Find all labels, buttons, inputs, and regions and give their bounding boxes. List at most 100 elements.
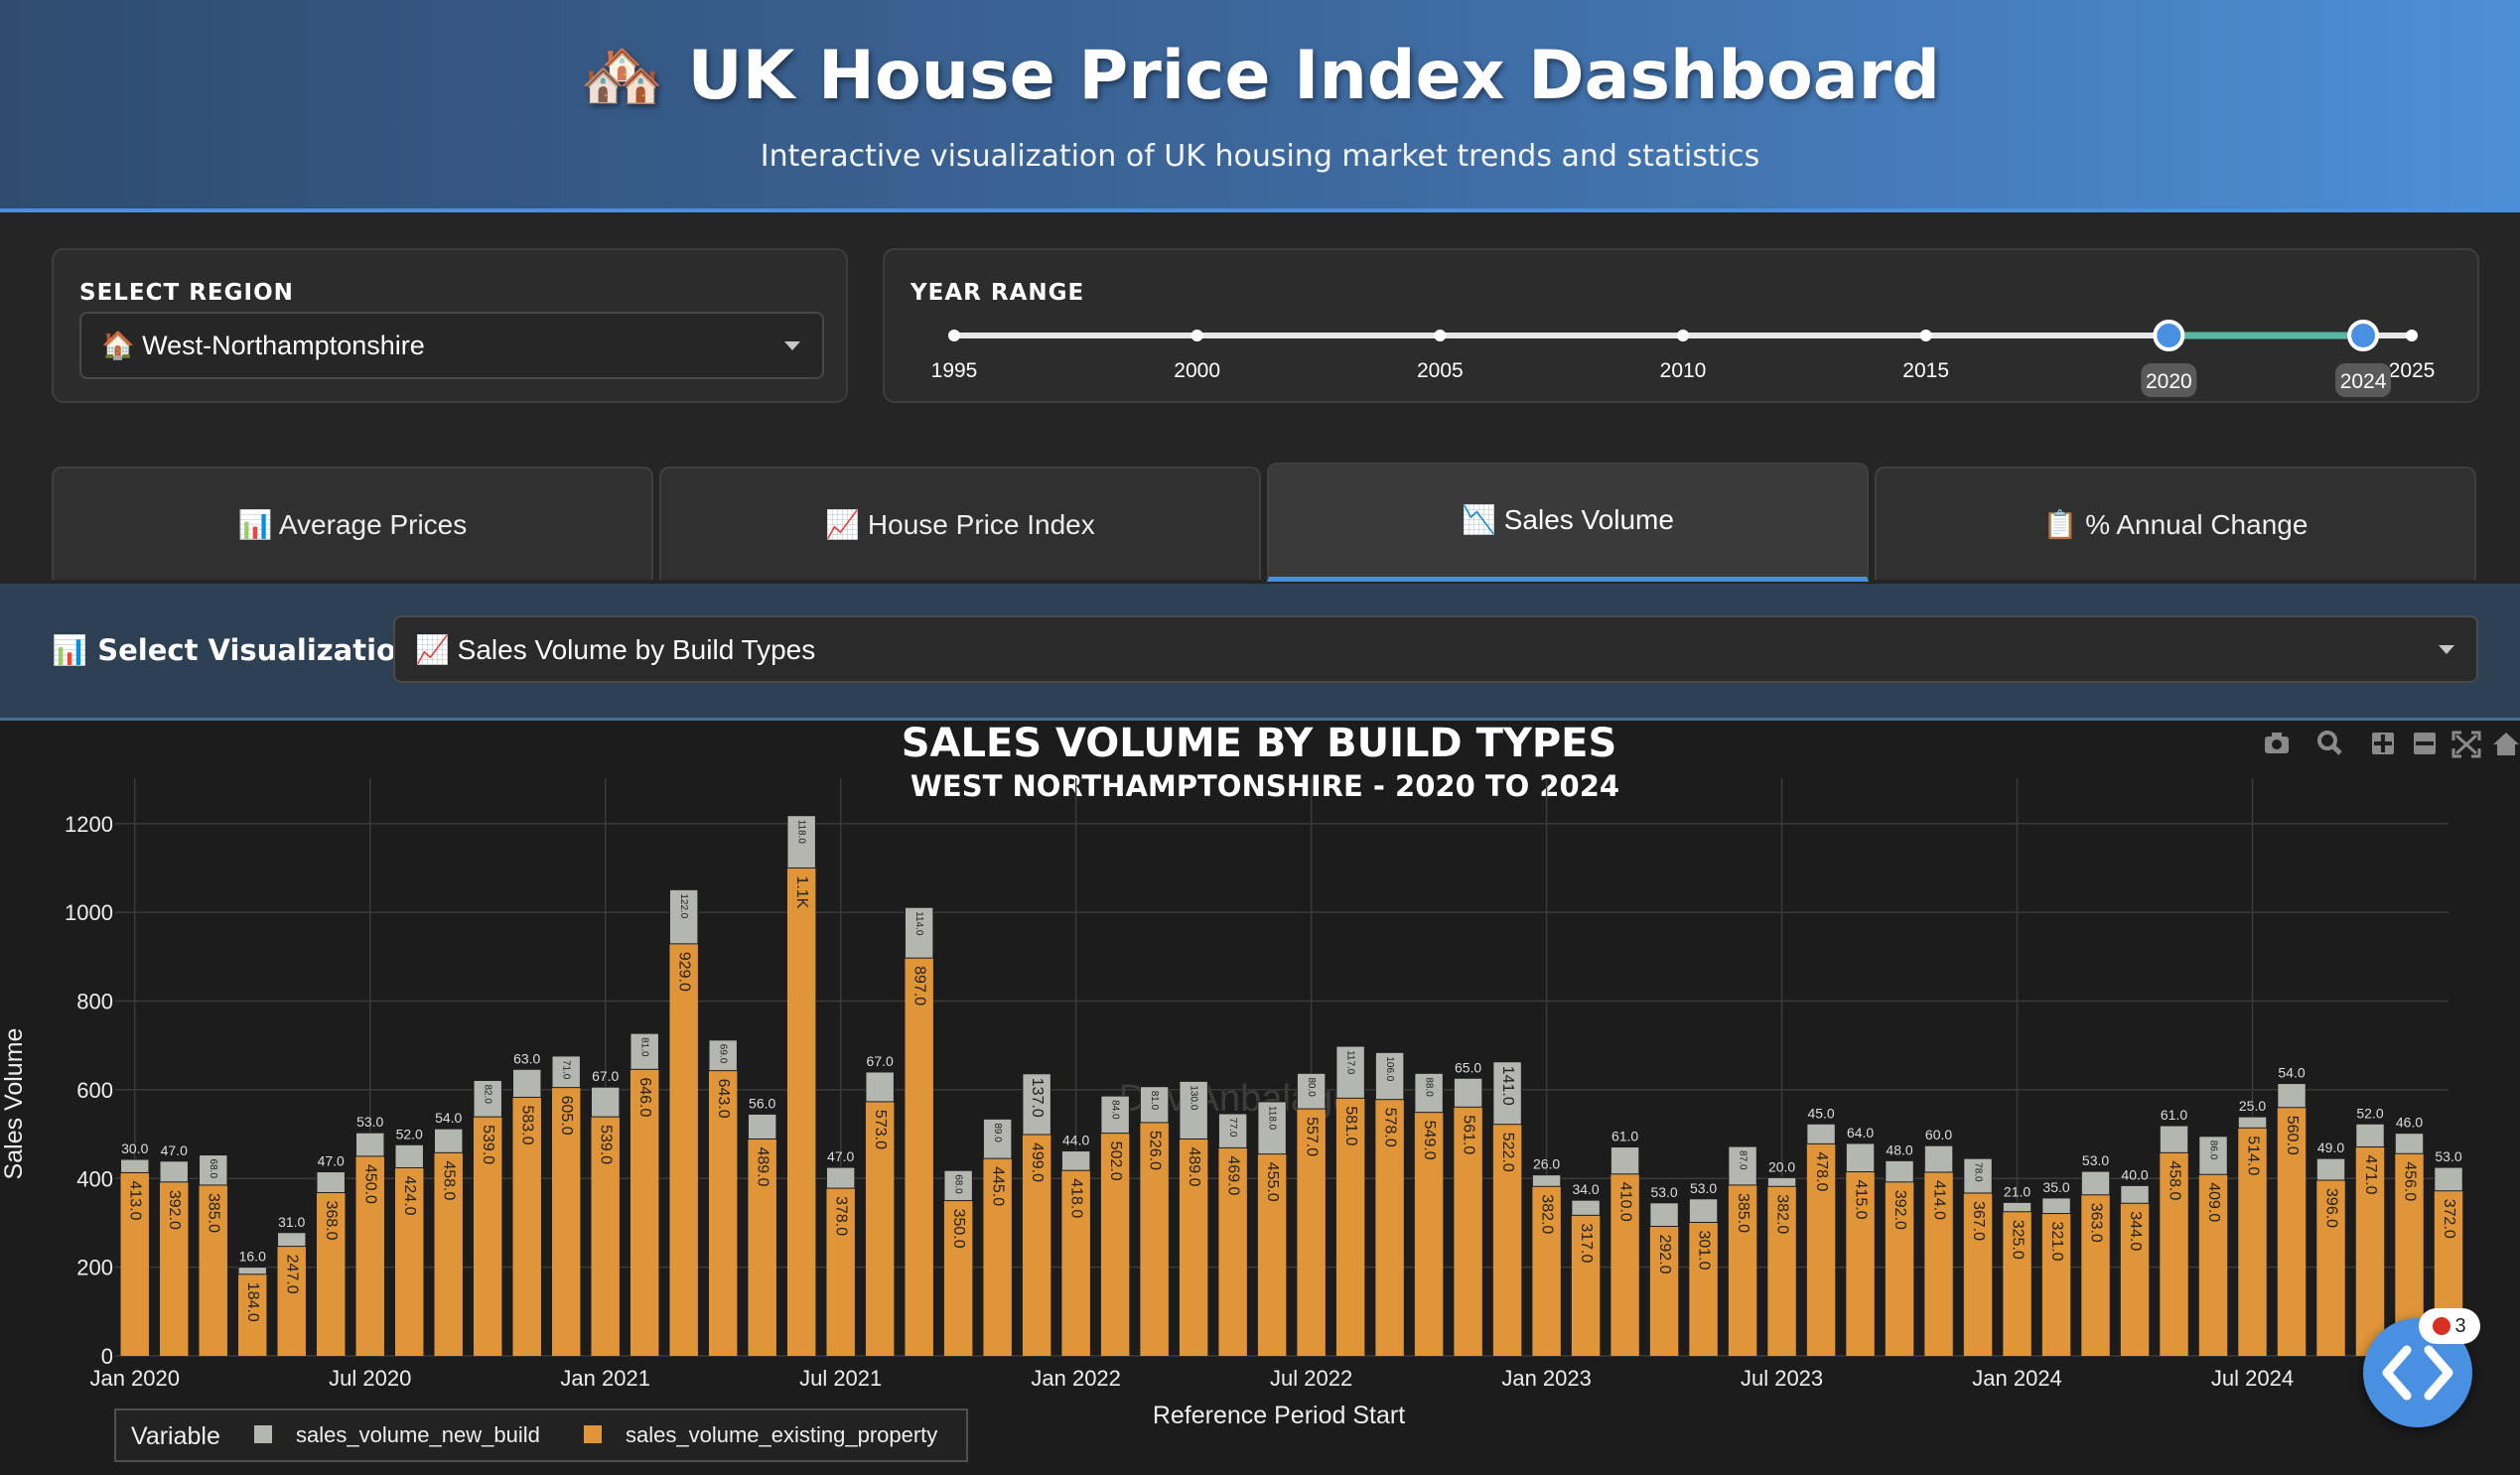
bar-existing-property[interactable]	[630, 1069, 659, 1356]
bar-existing-property[interactable]	[591, 1117, 620, 1356]
bar-new-build[interactable]	[1728, 1145, 1757, 1186]
bar-existing-property[interactable]	[1532, 1186, 1561, 1356]
bar-existing-property[interactable]	[2355, 1146, 2385, 1356]
bar-new-build[interactable]	[1923, 1144, 1954, 1173]
camera-icon[interactable]	[2265, 733, 2289, 753]
bar-new-build[interactable]	[1649, 1202, 1679, 1228]
bar-existing-property[interactable]	[1061, 1170, 1090, 1356]
bar-existing-property[interactable]	[2160, 1152, 2188, 1356]
bar-existing-property[interactable]	[120, 1172, 149, 1356]
bar-existing-property[interactable]	[1806, 1143, 1836, 1356]
year-range-slider[interactable]: 1995 2000 2005 2010 2015 2025 2020 2024	[885, 250, 2481, 405]
bar-existing-property[interactable]	[1335, 1098, 1365, 1356]
bar-existing-property[interactable]	[1689, 1222, 1718, 1356]
bar-new-build[interactable]	[237, 1267, 267, 1275]
bar-existing-property[interactable]	[1846, 1171, 1875, 1356]
bar-new-build[interactable]	[2315, 1157, 2346, 1181]
bar-existing-property[interactable]	[1963, 1192, 1993, 1356]
bar-existing-property[interactable]	[669, 943, 698, 1356]
bar-new-build[interactable]	[1610, 1146, 1640, 1175]
bar-existing-property[interactable]	[160, 1181, 189, 1356]
bar-new-build[interactable]	[747, 1113, 777, 1140]
autoscale-icon[interactable]	[2451, 731, 2481, 758]
bar-existing-property[interactable]	[1767, 1186, 1796, 1356]
bar-existing-property[interactable]	[2198, 1174, 2228, 1356]
bar-new-build[interactable]	[1139, 1086, 1170, 1124]
bar-existing-property[interactable]	[2041, 1213, 2071, 1356]
bar-new-build[interactable]	[120, 1158, 150, 1173]
region-dropdown[interactable]: 🏠 West-Northamptonshire	[79, 312, 824, 379]
bar-existing-property[interactable]	[2277, 1107, 2307, 1356]
bar-new-build[interactable]	[1571, 1199, 1601, 1216]
bar-new-build[interactable]	[1688, 1198, 1719, 1223]
bar-new-build[interactable]	[1414, 1072, 1444, 1114]
bar-new-build[interactable]	[1492, 1061, 1522, 1126]
bar-existing-property[interactable]	[1728, 1184, 1757, 1356]
bar-new-build[interactable]	[316, 1171, 346, 1194]
bar-new-build[interactable]	[1022, 1073, 1051, 1136]
tab-annual-change[interactable]: 📋 % Annual Change	[1875, 467, 2476, 580]
bar-new-build[interactable]	[982, 1118, 1013, 1159]
bar-existing-property[interactable]	[1375, 1099, 1404, 1356]
bar-new-build[interactable]	[1845, 1142, 1876, 1173]
bar-existing-property[interactable]	[865, 1101, 895, 1356]
bar-existing-property[interactable]	[551, 1087, 581, 1356]
bar-existing-property[interactable]	[2316, 1180, 2345, 1356]
bar-new-build[interactable]	[1766, 1176, 1797, 1187]
bar-new-build[interactable]	[511, 1068, 542, 1098]
bar-existing-property[interactable]	[1179, 1139, 1208, 1356]
bar-existing-property[interactable]	[2003, 1211, 2031, 1356]
zoom-icon[interactable]	[2317, 731, 2342, 755]
bar-existing-property[interactable]	[1218, 1147, 1247, 1356]
bar-existing-property[interactable]	[748, 1139, 776, 1356]
bar-new-build[interactable]	[2355, 1123, 2385, 1148]
bar-new-build[interactable]	[199, 1154, 228, 1186]
bar-new-build[interactable]	[2277, 1083, 2307, 1109]
bar-new-build[interactable]	[825, 1166, 856, 1189]
bar-existing-property[interactable]	[1924, 1171, 1953, 1356]
slider-handle-start[interactable]	[2153, 320, 2185, 351]
legend-item-new-build[interactable]: sales_volume_new_build	[296, 1422, 540, 1447]
bar-existing-property[interactable]	[1571, 1215, 1601, 1356]
bar-existing-property[interactable]	[786, 868, 816, 1356]
bar-existing-property[interactable]	[1492, 1124, 1522, 1356]
bar-existing-property[interactable]	[512, 1097, 541, 1356]
bar-new-build[interactable]	[2002, 1201, 2032, 1213]
bar-new-build[interactable]	[1963, 1157, 1993, 1194]
tab-sales-volume[interactable]: 📉 Sales Volume	[1267, 463, 1869, 582]
bar-existing-property[interactable]	[317, 1192, 346, 1356]
bar-existing-property[interactable]	[473, 1117, 502, 1356]
bar-new-build[interactable]	[433, 1128, 464, 1153]
bar-existing-property[interactable]	[1257, 1153, 1287, 1356]
bar-existing-property[interactable]	[434, 1152, 463, 1356]
bar-new-build[interactable]	[2237, 1116, 2268, 1129]
bar-existing-property[interactable]	[1022, 1135, 1051, 1356]
bar-existing-property[interactable]	[2238, 1128, 2267, 1356]
bar-existing-property[interactable]	[355, 1155, 384, 1356]
bar-new-build[interactable]	[2434, 1166, 2463, 1192]
bar-new-build[interactable]	[2394, 1133, 2425, 1154]
bar-existing-property[interactable]	[905, 958, 933, 1356]
bar-new-build[interactable]	[786, 815, 816, 869]
bar-existing-property[interactable]	[238, 1274, 267, 1356]
bar-new-build[interactable]	[1885, 1159, 1914, 1183]
bar-new-build[interactable]	[1335, 1045, 1365, 1099]
bar-new-build[interactable]	[1806, 1123, 1836, 1144]
bar-new-build[interactable]	[394, 1143, 424, 1169]
bar-new-build[interactable]	[2198, 1136, 2228, 1175]
bar-new-build[interactable]	[904, 906, 934, 959]
bar-new-build[interactable]	[1179, 1080, 1208, 1140]
bar-existing-property[interactable]	[1454, 1107, 1482, 1356]
bar-existing-property[interactable]	[1297, 1109, 1326, 1356]
bar-new-build[interactable]	[1453, 1077, 1483, 1108]
bar-new-build[interactable]	[2120, 1184, 2150, 1204]
bar-existing-property[interactable]	[826, 1188, 855, 1356]
bar-existing-property[interactable]	[2081, 1194, 2110, 1356]
bar-existing-property[interactable]	[983, 1158, 1012, 1356]
bar-new-build[interactable]	[668, 888, 699, 945]
bar-new-build[interactable]	[865, 1071, 895, 1103]
slider-handle-end[interactable]	[2347, 320, 2380, 351]
bar-new-build[interactable]	[2041, 1197, 2071, 1215]
bar-existing-property[interactable]	[277, 1246, 306, 1356]
bar-new-build[interactable]	[1374, 1051, 1405, 1101]
